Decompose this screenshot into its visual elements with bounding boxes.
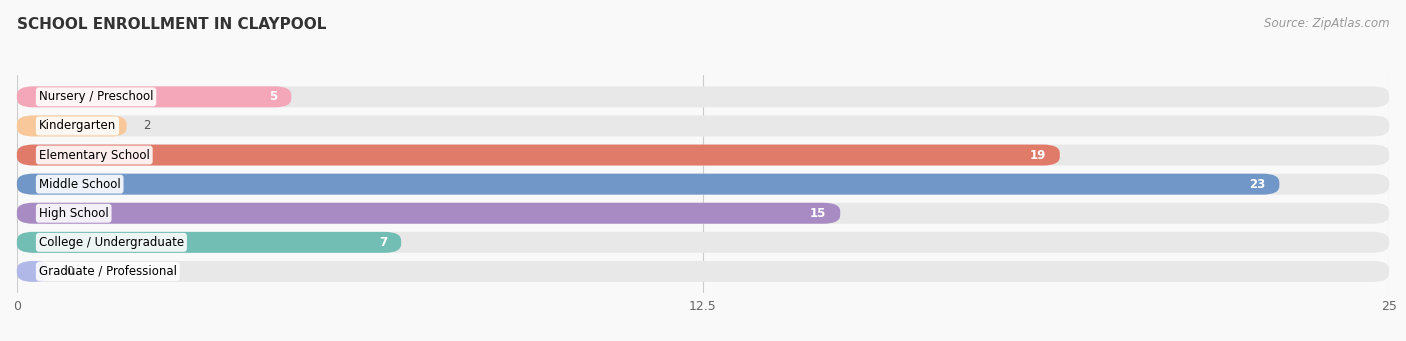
Text: College / Undergraduate: College / Undergraduate (39, 236, 184, 249)
FancyBboxPatch shape (17, 174, 1389, 195)
Text: Elementary School: Elementary School (39, 149, 149, 162)
Text: 5: 5 (270, 90, 277, 103)
FancyBboxPatch shape (17, 116, 1389, 136)
FancyBboxPatch shape (17, 232, 1389, 253)
FancyBboxPatch shape (17, 86, 1389, 107)
FancyBboxPatch shape (17, 261, 1389, 282)
Text: High School: High School (39, 207, 108, 220)
Text: Graduate / Professional: Graduate / Professional (39, 265, 177, 278)
FancyBboxPatch shape (17, 232, 401, 253)
Text: 19: 19 (1029, 149, 1046, 162)
FancyBboxPatch shape (17, 145, 1389, 165)
FancyBboxPatch shape (17, 86, 291, 107)
Text: 23: 23 (1250, 178, 1265, 191)
FancyBboxPatch shape (17, 203, 841, 224)
Text: Source: ZipAtlas.com: Source: ZipAtlas.com (1264, 17, 1389, 30)
FancyBboxPatch shape (17, 203, 1389, 224)
FancyBboxPatch shape (17, 145, 1060, 165)
Text: Kindergarten: Kindergarten (39, 119, 117, 132)
FancyBboxPatch shape (17, 116, 127, 136)
Text: SCHOOL ENROLLMENT IN CLAYPOOL: SCHOOL ENROLLMENT IN CLAYPOOL (17, 17, 326, 32)
Text: Nursery / Preschool: Nursery / Preschool (39, 90, 153, 103)
Text: 2: 2 (143, 119, 150, 132)
Text: Middle School: Middle School (39, 178, 121, 191)
FancyBboxPatch shape (17, 174, 1279, 195)
FancyBboxPatch shape (17, 261, 49, 282)
Text: 15: 15 (810, 207, 827, 220)
Text: 7: 7 (380, 236, 388, 249)
Text: 0: 0 (66, 265, 73, 278)
